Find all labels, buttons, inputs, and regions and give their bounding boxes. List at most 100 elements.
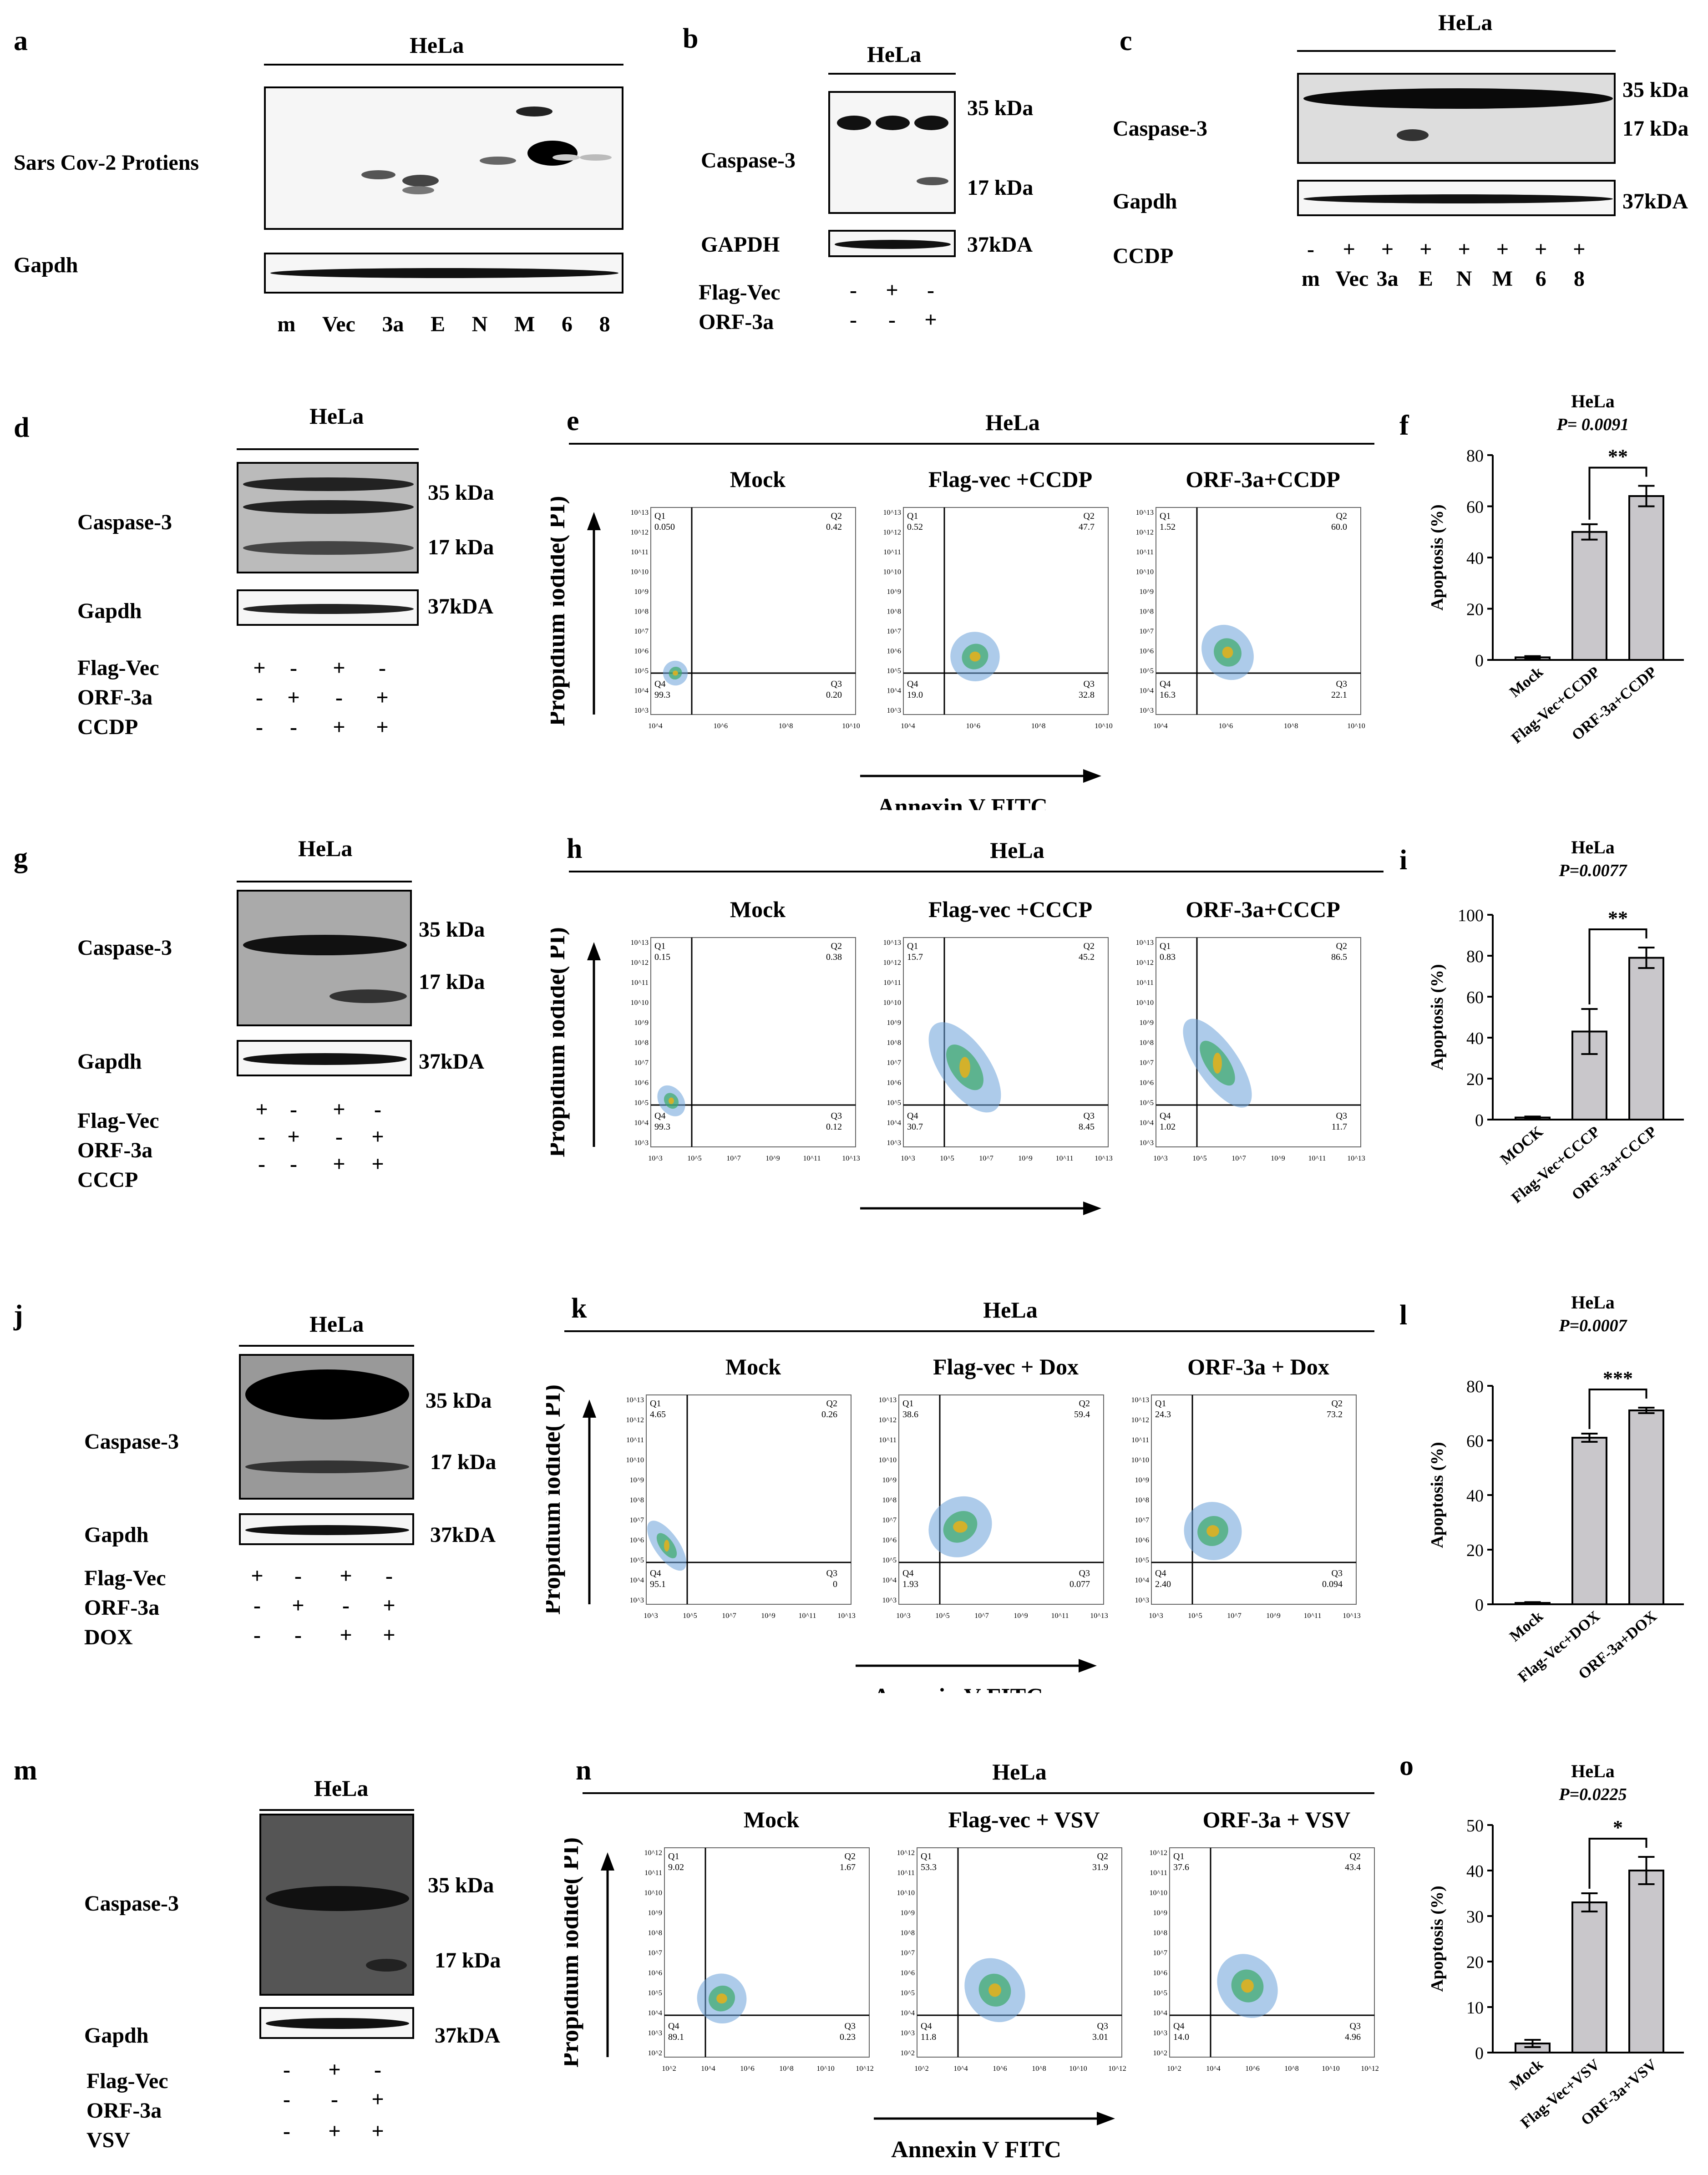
y-tick-label: 10^6 — [882, 1536, 897, 1544]
bar — [1628, 957, 1664, 1120]
quadrant-value: 0.094 — [1322, 1579, 1343, 1589]
panel-label-c: c — [1120, 25, 1132, 56]
y-tick-label: 10^4 — [629, 1577, 644, 1584]
cond-label-ccdp: CCDP — [77, 715, 138, 739]
x-tick-label: 10^3 — [644, 1612, 658, 1620]
condition-sign: - — [294, 1623, 302, 1647]
x-tick-label: 10^13 — [1090, 1612, 1108, 1620]
flow-svg-k: HeLa Propidium iodide( PI) Annexin V FITC M… — [538, 1297, 1374, 1710]
quadrant-name: Q1 — [907, 511, 918, 521]
x-tick-label: 10^9 — [1018, 1155, 1033, 1162]
western-blot-caspase3 — [239, 1354, 414, 1500]
cond-label-flagvec: Flag-Vec — [84, 1566, 166, 1590]
y-tick-label: 10^7 — [887, 1059, 901, 1067]
y-tick-label: 10^9 — [1139, 588, 1154, 596]
flow-plot-frame — [650, 937, 856, 1147]
cond-label-orf3a: ORF-3a — [699, 310, 774, 334]
kda-label: 35 kDa — [428, 481, 494, 505]
x-tick-label: 10^7 — [726, 1155, 741, 1162]
bar — [1628, 1870, 1664, 2053]
y-tick-label: 100 — [1458, 906, 1484, 925]
y-tick-label: 10^11 — [879, 1436, 897, 1444]
flow-xlabel: Annexin V FITC — [873, 1684, 1043, 1693]
y-tick-label: 80 — [1466, 1377, 1484, 1396]
x-tick-label: 10^2 — [662, 2065, 676, 2073]
condition-sign: + — [333, 715, 345, 739]
lane-label: 3a — [382, 312, 404, 336]
y-tick-label: 10^7 — [887, 628, 901, 635]
y-arrow-head — [583, 1399, 596, 1418]
lane-label: 8 — [1573, 267, 1585, 291]
y-tick-label: 60 — [1466, 988, 1484, 1007]
cell-population-peak — [716, 1993, 727, 2004]
western-blot-gapdh — [239, 1513, 414, 1545]
western-blot-caspase3 — [237, 890, 412, 1026]
quadrant-value: 0.38 — [826, 952, 842, 962]
y-tick-label: 10^5 — [900, 1989, 915, 1997]
kda-label: 17 kDa — [428, 535, 494, 559]
x-tick-label: 10^10 — [1347, 722, 1365, 730]
x-tick-label: 10^3 — [648, 1155, 663, 1162]
quadrant-name: Q3 — [1336, 1111, 1347, 1121]
quadrant-name: Q2 — [826, 1399, 837, 1409]
y-tick-label: 10^10 — [1135, 568, 1154, 576]
lane-label: E — [431, 312, 446, 336]
flow-plot-title: Flag-vec +CCCP — [928, 897, 1092, 922]
quadrant-value: 11.7 — [1332, 1122, 1347, 1132]
condition-sign: - — [888, 308, 896, 332]
flow-plot-frame — [898, 1394, 1104, 1605]
y-tick-label: 10^3 — [887, 1139, 901, 1147]
y-tick-label: 10^13 — [883, 509, 901, 517]
kda-label: 37kDA — [419, 1049, 485, 1074]
y-arrow-head — [601, 1852, 614, 1871]
condition-sign: + — [253, 656, 266, 680]
lane-label: 6 — [1535, 267, 1546, 291]
condition-sign: + — [1458, 237, 1470, 261]
quadrant-value: 73.2 — [1327, 1409, 1343, 1420]
kda-label: 35 kDa — [1622, 78, 1689, 102]
western-blot-proteins — [264, 86, 623, 230]
y-tick-label: 10^13 — [878, 1396, 897, 1404]
flow-plot-frame — [903, 507, 1109, 715]
quadrant-name: Q3 — [1097, 2021, 1108, 2031]
y-tick-label: 10^8 — [1139, 608, 1154, 616]
condition-sign: + — [383, 1593, 395, 1617]
x-tick-label: 10^7 — [1232, 1155, 1246, 1162]
condition-sign: + — [251, 1564, 264, 1588]
y-tick-label: 10^3 — [634, 707, 649, 715]
kda-label: 35 kDa — [967, 96, 1034, 120]
y-tick-label: 0 — [1475, 1111, 1484, 1130]
lane-label: m — [277, 312, 296, 336]
y-tick-label: 10^13 — [630, 939, 649, 947]
flow-plot-title: ORF-3a + VSV — [1203, 1807, 1351, 1832]
y-tick-label: 10^9 — [1153, 1909, 1167, 1917]
cond-label-orf3a: ORF-3a — [86, 2099, 162, 2123]
cond-label-dox: DOX — [84, 1625, 133, 1649]
y-tick-label: 40 — [1466, 1029, 1484, 1048]
y-tick-label: 10^4 — [634, 687, 649, 695]
y-arrow-head — [587, 942, 601, 960]
y-tick-label: 10^9 — [900, 1909, 915, 1917]
row-label-caspase3: Caspase-3 — [84, 1430, 179, 1454]
flow-ylabel: Propidium iodide( PI) — [546, 1384, 565, 1615]
cond-label-orf3a: ORF-3a — [77, 685, 153, 710]
quadrant-name: Q3 — [831, 1111, 842, 1121]
condition-sign: - — [283, 2087, 290, 2111]
lane-labels: m Vec 3a E N M 6 8 — [1297, 266, 1593, 291]
y-tick-label: 10^2 — [648, 2049, 662, 2057]
quadrant-name: Q4 — [1155, 1568, 1166, 1578]
x-tick-label: 10^9 — [1266, 1612, 1281, 1620]
lane-label: 3a — [1376, 267, 1399, 291]
condition-sign: + — [371, 2119, 384, 2143]
condition-sign: - — [290, 1152, 297, 1176]
y-tick-label: 10^8 — [887, 1039, 901, 1047]
y-tick-label: 10^6 — [634, 648, 649, 655]
y-tick-label: 10^5 — [629, 1556, 644, 1564]
quadrant-value: 30.7 — [907, 1122, 923, 1132]
y-tick-label: 10^3 — [648, 2029, 662, 2037]
y-tick-label: 0 — [1475, 2044, 1484, 2063]
quadrant-value: 0.20 — [826, 690, 842, 700]
y-tick-label: 10^7 — [1153, 1949, 1167, 1957]
cell-population-peak — [1213, 1053, 1222, 1074]
